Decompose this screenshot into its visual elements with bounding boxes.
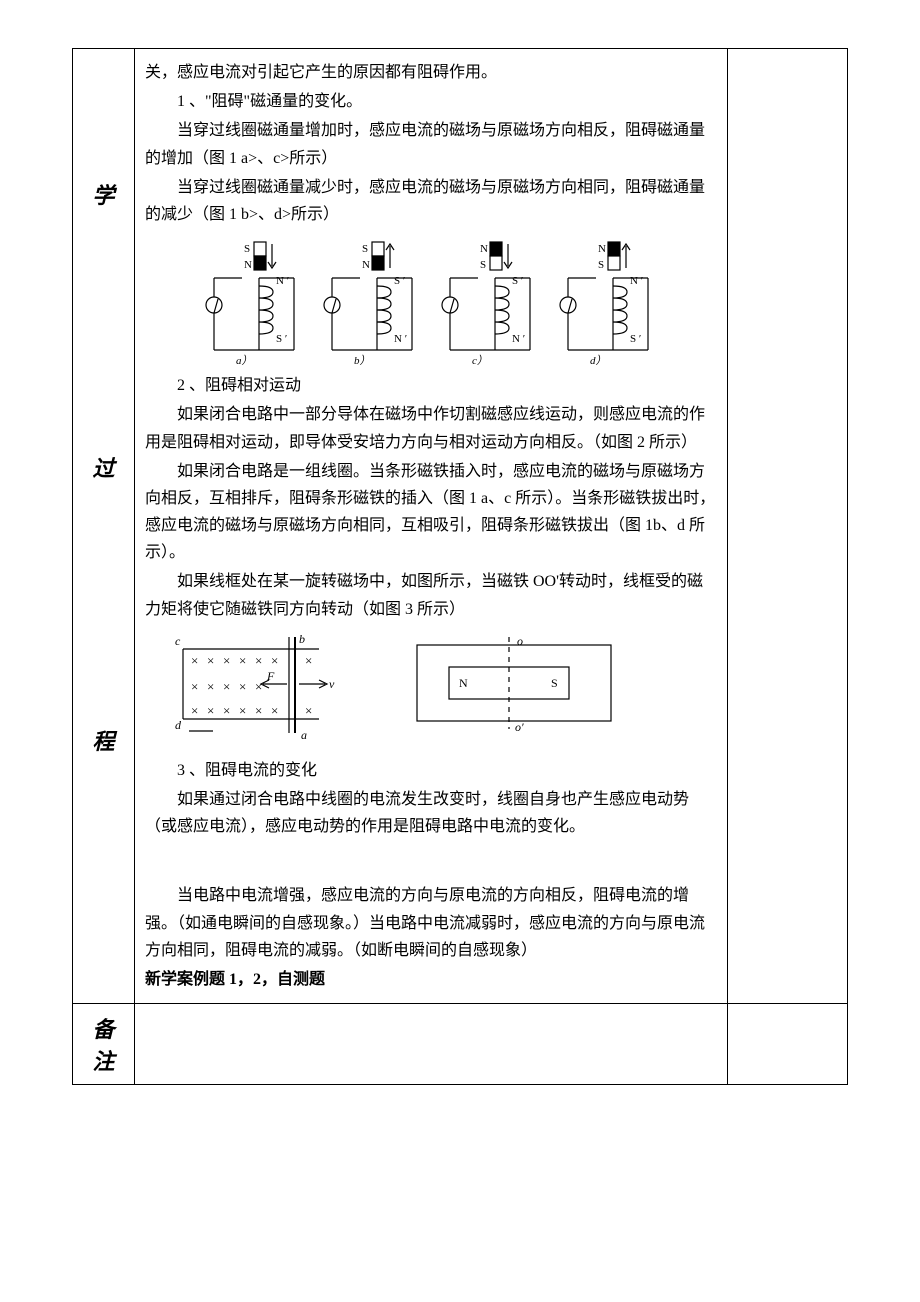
svg-text:×: ×	[191, 679, 198, 694]
svg-text:×: ×	[223, 703, 230, 718]
para-12: 新学案例题 1，2，自测题	[145, 966, 717, 993]
figure-2: c b d a v	[169, 633, 349, 743]
para-6: 如果闭合电路中一部分导体在磁场中作切割磁感应线运动，则感应电流的作用是阻碍相对运…	[145, 401, 717, 455]
para-5: 2 、阻碍相对运动	[145, 372, 717, 399]
figure-1b: S N S ′ N ′	[322, 238, 422, 368]
svg-text:d: d	[175, 718, 182, 732]
svg-text:×: ×	[207, 703, 214, 718]
svg-text:×: ×	[239, 653, 246, 668]
svg-text:×: ×	[223, 653, 230, 668]
para-7: 如果闭合电路是一组线圈。当条形磁铁插入时，感应电流的磁场与原磁场方向相反，互相排…	[145, 458, 717, 567]
svg-text:×: ×	[239, 679, 246, 694]
figure-1a: S N N ′ S ′	[204, 238, 304, 368]
svg-text:×: ×	[255, 653, 262, 668]
para-10: 如果通过闭合电路中线圈的电流发生改变时，线圈自身也产生感应电动势（或感应电流），…	[145, 786, 717, 840]
para-9: 3 、阻碍电流的变化	[145, 757, 717, 784]
para-8: 如果线框处在某一旋转磁场中，如图所示，当磁铁 OO'转动时，线框受的磁力矩将使它…	[145, 568, 717, 622]
svg-text:N ′: N ′	[276, 275, 289, 287]
figure-1: S N N ′ S ′	[145, 238, 717, 368]
svg-text:S: S	[362, 243, 368, 255]
svg-text:×: ×	[255, 679, 262, 694]
svg-text:v: v	[329, 677, 335, 691]
label-guo: 过	[83, 411, 124, 523]
svg-text:S ′: S ′	[630, 333, 641, 345]
svg-text:N: N	[244, 259, 252, 271]
notes-right-cell	[728, 1004, 848, 1085]
svg-text:N: N	[459, 676, 468, 690]
figure-1c: N S S ′ N ′	[440, 238, 540, 368]
svg-text:S ′: S ′	[276, 333, 287, 345]
svg-text:N ′: N ′	[394, 333, 407, 345]
svg-text:N ′: N ′	[630, 275, 643, 287]
para-1: 关，感应电流对引起它产生的原因都有阻碍作用。	[145, 59, 717, 86]
notes-label-cell: 备注	[73, 1004, 135, 1085]
svg-text:×: ×	[239, 703, 246, 718]
svg-text:×: ×	[305, 653, 312, 668]
figure-3: o o′ N S	[409, 633, 619, 733]
svg-text:c）: c）	[472, 354, 488, 367]
content-cell: 关，感应电流对引起它产生的原因都有阻碍作用。 1 、"阻碍"磁通量的变化。 当穿…	[135, 49, 728, 1004]
svg-text:d）: d）	[590, 354, 607, 367]
figure-1d: N S N ′ S ′	[558, 238, 658, 368]
svg-text:×: ×	[271, 703, 278, 718]
svg-text:o: o	[517, 634, 523, 648]
svg-text:×: ×	[207, 679, 214, 694]
label-cheng: 程	[83, 684, 124, 796]
svg-text:×: ×	[305, 703, 312, 718]
svg-text:×: ×	[255, 703, 262, 718]
figure-2-3-row: c b d a v	[145, 633, 717, 743]
svg-text:S: S	[598, 259, 604, 271]
para-3: 当穿过线圈磁通量增加时，感应电流的磁场与原磁场方向相反，阻碍磁通量的增加（图 1…	[145, 117, 717, 171]
svg-text:×: ×	[191, 653, 198, 668]
lesson-table: 学 过 程 关，感应电流对引起它产生的原因都有阻碍作用。 1 、"阻碍"磁通量的…	[72, 48, 848, 1085]
svg-text:b: b	[299, 633, 305, 646]
para-2: 1 、"阻碍"磁通量的变化。	[145, 88, 717, 115]
process-label-cell: 学 过 程	[73, 49, 135, 1004]
svg-text:c: c	[175, 634, 181, 648]
notes-content-cell	[135, 1004, 728, 1085]
svg-text:a）: a）	[236, 354, 253, 367]
svg-text:N: N	[480, 243, 488, 255]
svg-text:×: ×	[207, 653, 214, 668]
svg-text:S: S	[551, 676, 558, 690]
svg-text:S: S	[244, 243, 250, 255]
para-4: 当穿过线圈磁通量减少时，感应电流的磁场与原磁场方向相同，阻碍磁通量的减少（图 1…	[145, 174, 717, 228]
para-11: 当电路中电流增强，感应电流的方向与原电流的方向相反，阻碍电流的增强。（如通电瞬间…	[145, 882, 717, 964]
svg-text:b）: b）	[354, 354, 371, 367]
label-xue: 学	[83, 138, 124, 250]
svg-text:S ′: S ′	[512, 275, 523, 287]
svg-text:N: N	[598, 243, 606, 255]
svg-text:S: S	[480, 259, 486, 271]
svg-text:N: N	[362, 259, 370, 271]
svg-text:×: ×	[191, 703, 198, 718]
svg-text:S ′: S ′	[394, 275, 405, 287]
svg-text:a: a	[301, 728, 307, 742]
svg-text:o′: o′	[515, 720, 524, 733]
right-margin-cell	[728, 49, 848, 1004]
svg-text:×: ×	[223, 679, 230, 694]
svg-text:×: ×	[271, 653, 278, 668]
svg-text:F: F	[266, 669, 275, 683]
notes-label: 备注	[92, 1017, 114, 1074]
svg-text:N ′: N ′	[512, 333, 525, 345]
